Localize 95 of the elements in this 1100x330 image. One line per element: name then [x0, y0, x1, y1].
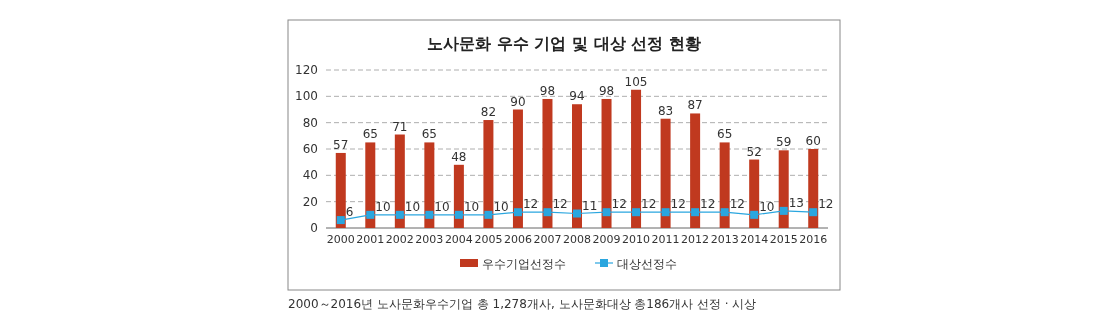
- x-tick-label: 2014: [740, 233, 769, 246]
- bar: [778, 150, 789, 228]
- bar: [572, 104, 582, 228]
- y-tick-label: 120: [295, 63, 318, 77]
- point: [543, 208, 552, 217]
- bar: [808, 149, 819, 228]
- x-tick-label: 2010: [622, 233, 651, 246]
- data-label: 105: [624, 74, 648, 89]
- data-label: 12: [611, 197, 627, 212]
- x-tick-label: 2004: [444, 233, 473, 246]
- point: [395, 210, 404, 219]
- data-label: 65: [421, 127, 437, 142]
- point: [661, 208, 670, 217]
- x-tick-label: 2005: [474, 233, 503, 246]
- data-label: 12: [670, 197, 686, 212]
- data-label: 60: [805, 134, 821, 148]
- x-tick-label: 2008: [563, 233, 591, 246]
- point: [602, 208, 611, 217]
- data-label: 98: [598, 83, 615, 98]
- bar: [512, 109, 523, 228]
- x-tick-label: 2013: [710, 233, 739, 246]
- x-tick-label: 2009: [592, 233, 621, 246]
- x-tick-label: 2006: [503, 233, 532, 246]
- data-label: 12: [700, 197, 716, 212]
- x-tick-label: 2011: [651, 233, 680, 246]
- data-label: 83: [657, 103, 674, 118]
- point: [632, 208, 641, 217]
- y-tick-label: 0: [310, 221, 318, 235]
- data-label: 71: [392, 119, 408, 134]
- bar: [719, 142, 730, 228]
- data-label: 10: [404, 199, 421, 214]
- data-label: 6: [345, 205, 354, 220]
- x-tick-label: 2001: [356, 233, 385, 246]
- legend-label: 우수기업선정수: [482, 257, 566, 271]
- data-label: 52: [746, 144, 762, 159]
- bar: [660, 118, 671, 228]
- point: [809, 208, 818, 217]
- text: 2000～2016년 노사문화우수기업 총 1,278개사, 노사문화대상 총186개사 선정 · 시상: [288, 297, 757, 311]
- bar: [690, 113, 701, 228]
- chart-title: 노사문화 우수 기업 및 대상 선정 현황: [427, 34, 701, 53]
- bar: [394, 134, 405, 228]
- legend-label: 대상선정수: [617, 257, 677, 271]
- data-label: 10: [759, 199, 775, 214]
- point: [366, 210, 375, 219]
- data-label: 98: [539, 83, 556, 98]
- data-label: 12: [818, 197, 834, 212]
- point: [573, 209, 581, 218]
- x-tick-label: 2012: [681, 233, 710, 246]
- point: [336, 216, 345, 225]
- bar: [749, 159, 760, 228]
- bar: [631, 89, 642, 228]
- y-tick-label: 100: [295, 89, 318, 104]
- x-tick-label: 2016: [799, 233, 828, 246]
- data-label: 12: [522, 197, 539, 212]
- y-tick-label: 20: [302, 194, 318, 209]
- data-label: 87: [687, 98, 703, 113]
- bar: [601, 98, 612, 228]
- bar: [542, 98, 553, 228]
- x-tick-label: 2003: [415, 233, 444, 246]
- bar: [424, 142, 435, 228]
- point: [750, 210, 759, 219]
- point: [691, 208, 700, 217]
- data-label: 10: [375, 199, 391, 214]
- data-label: 90: [510, 94, 526, 109]
- data-label: 48: [451, 149, 467, 164]
- bar: [335, 152, 346, 228]
- point: [513, 208, 522, 217]
- data-label: 82: [480, 105, 497, 120]
- point: [779, 206, 788, 215]
- data-label: 59: [776, 135, 792, 150]
- data-label: 65: [717, 127, 733, 142]
- data-label: 12: [641, 197, 657, 212]
- y-tick-label: 40: [302, 168, 318, 183]
- x-tick-label: 2007: [533, 233, 562, 246]
- point: [720, 208, 729, 217]
- data-label: 10: [493, 199, 509, 214]
- point: [484, 210, 493, 219]
- y-tick-label: 60: [302, 142, 318, 156]
- data-label: 12: [729, 197, 745, 212]
- x-tick-label: 2015: [769, 233, 798, 246]
- data-label: 12: [552, 197, 568, 212]
- bar: [483, 120, 494, 228]
- data-label: 10: [434, 199, 450, 214]
- data-label: 13: [788, 195, 804, 210]
- x-tick-label: 2000: [326, 233, 355, 246]
- point: [454, 210, 463, 219]
- data-label: 94: [569, 89, 585, 104]
- point: [425, 210, 434, 219]
- y-tick-label: 80: [302, 115, 318, 130]
- data-label: 57: [333, 137, 349, 152]
- x-tick-label: 2002: [385, 233, 414, 246]
- data-label: 65: [362, 127, 378, 142]
- bar: [365, 142, 376, 228]
- data-label: 10: [463, 199, 480, 214]
- data-label: 11: [582, 198, 598, 213]
